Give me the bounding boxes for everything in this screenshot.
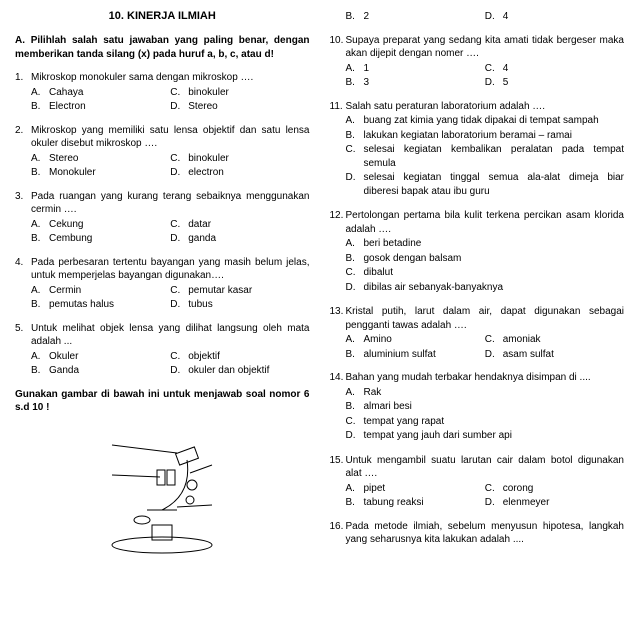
q-stem: Mikroskop yang memiliki satu lensa objek… <box>31 124 310 151</box>
option-c: C.tempat yang rapat <box>346 415 625 429</box>
q-stem: Pertolongan pertama bila kulit terkena p… <box>346 209 625 236</box>
q-number: 14. <box>330 371 346 444</box>
option-c: C.pemutar kasar <box>170 284 309 298</box>
q-number: 11. <box>330 100 346 200</box>
question-4: 4. Pada perbesaran tertentu bayangan yan… <box>15 256 310 312</box>
option-a: A.Cekung <box>31 218 170 232</box>
option-a: A.buang zat kimia yang tidak dipakai di … <box>346 114 625 128</box>
option-d: D.5 <box>485 76 624 90</box>
question-12: 12. Pertolongan pertama bila kulit terke… <box>330 209 625 295</box>
option-a: A.beri betadine <box>346 237 625 251</box>
question-1: 1. Mikroskop monokuler sama dengan mikro… <box>15 71 310 114</box>
worksheet-page: 10. KINERJA ILMIAH A. Pilihlah salah sat… <box>15 10 624 558</box>
option-b: B.tabung reaksi <box>346 496 485 510</box>
q-number: 16. <box>330 520 346 548</box>
option-b: B.Ganda <box>31 364 170 378</box>
option-b: B.3 <box>346 76 485 90</box>
option-d: D.elenmeyer <box>485 496 624 510</box>
option-c: C.corong <box>485 482 624 496</box>
option-a: A.Cahaya <box>31 86 170 100</box>
option-a: A.1 <box>346 62 485 76</box>
right-column: B.2 D.4 10. Supaya preparat yang sedang … <box>330 10 625 558</box>
q-number: 3. <box>15 190 31 246</box>
q-stem: Kristal putih, larut dalam air, dapat di… <box>346 305 625 332</box>
q-stem: Mikroskop monokuler sama dengan mikrosko… <box>31 71 310 85</box>
option-a: A.Rak <box>346 386 625 400</box>
q-stem: Untuk mengambil suatu larutan cair dalam… <box>346 454 625 481</box>
option-b: B.almari besi <box>346 400 625 414</box>
option-d: D.asam sulfat <box>485 348 624 362</box>
option-d: D.Stereo <box>170 100 309 114</box>
option-c: C.datar <box>170 218 309 232</box>
option-c: C.amoniak <box>485 333 624 347</box>
microscope-icon <box>82 425 242 555</box>
option-d: D.4 <box>485 10 624 24</box>
question-14: 14. Bahan yang mudah terbakar hendaknya … <box>330 371 625 444</box>
question-10: 10. Supaya preparat yang sedang kita ama… <box>330 34 625 90</box>
question-16: 16. Pada metode ilmiah, sebelum menyusun… <box>330 520 625 548</box>
left-column: 10. KINERJA ILMIAH A. Pilihlah salah sat… <box>15 10 310 558</box>
option-a: A.Okuler <box>31 350 170 364</box>
q-stem: Supaya preparat yang sedang kita amati t… <box>346 34 625 61</box>
question-top-fragment: B.2 D.4 <box>330 10 625 24</box>
option-b: B.Monokuler <box>31 166 170 180</box>
question-2: 2. Mikroskop yang memiliki satu lensa ob… <box>15 124 310 180</box>
option-d: D.okuler dan objektif <box>170 364 309 378</box>
option-b: B.gosok dengan balsam <box>346 252 625 266</box>
microscope-diagram <box>15 425 310 558</box>
question-11: 11. Salah satu peraturan laboratorium ad… <box>330 100 625 200</box>
q-number: 10. <box>330 34 346 90</box>
option-b: B.aluminium sulfat <box>346 348 485 362</box>
option-d: D.ganda <box>170 232 309 246</box>
option-b: B.Cembung <box>31 232 170 246</box>
question-5: 5. Untuk melihat objek lensa yang diliha… <box>15 322 310 378</box>
option-a: A.Stereo <box>31 152 170 166</box>
q-number: 12. <box>330 209 346 295</box>
option-d: D.electron <box>170 166 309 180</box>
option-c: C.selesai kegiatan kembalikan peralatan … <box>346 143 625 170</box>
option-d: D.tubus <box>170 298 309 312</box>
q-number: 2. <box>15 124 31 180</box>
q-stem: Pada metode ilmiah, sebelum menyusun hip… <box>346 520 625 547</box>
option-b: B.2 <box>346 10 485 24</box>
option-a: A.Amino <box>346 333 485 347</box>
q-stem: Salah satu peraturan laboratorium adalah… <box>346 100 625 114</box>
q-stem: Untuk melihat objek lensa yang dilihat l… <box>31 322 310 349</box>
option-a: A.Cermin <box>31 284 170 298</box>
option-b: B.lakukan kegiatan laboratorium beramai … <box>346 129 625 143</box>
q-number: 5. <box>15 322 31 378</box>
q-number: 15. <box>330 454 346 510</box>
option-c: C.dibalut <box>346 266 625 280</box>
question-13: 13. Kristal putih, larut dalam air, dapa… <box>330 305 625 361</box>
option-c: C.4 <box>485 62 624 76</box>
q-number: 13. <box>330 305 346 361</box>
sub-instruction: Gunakan gambar di bawah ini untuk menjaw… <box>15 388 310 415</box>
page-title: 10. KINERJA ILMIAH <box>15 10 310 22</box>
option-c: C.objektif <box>170 350 309 364</box>
q-number: 4. <box>15 256 31 312</box>
q-stem: Pada ruangan yang kurang terang sebaikny… <box>31 190 310 217</box>
option-d: D.selesai kegiatan tinggal semua ala-ala… <box>346 171 625 198</box>
option-b: B.Electron <box>31 100 170 114</box>
question-3: 3. Pada ruangan yang kurang terang sebai… <box>15 190 310 246</box>
main-instruction: A. Pilihlah salah satu jawaban yang pali… <box>15 34 310 61</box>
q-stem: Pada perbesaran tertentu bayangan yang m… <box>31 256 310 283</box>
question-15: 15. Untuk mengambil suatu larutan cair d… <box>330 454 625 510</box>
option-d: D.tempat yang jauh dari sumber api <box>346 429 625 443</box>
q-stem: Bahan yang mudah terbakar hendaknya disi… <box>346 371 625 385</box>
option-c: C.binokuler <box>170 86 309 100</box>
option-b: B.pemutas halus <box>31 298 170 312</box>
option-d: D.dibilas air sebanyak-banyaknya <box>346 281 625 295</box>
q-number: 1. <box>15 71 31 114</box>
option-a: A.pipet <box>346 482 485 496</box>
option-c: C.binokuler <box>170 152 309 166</box>
